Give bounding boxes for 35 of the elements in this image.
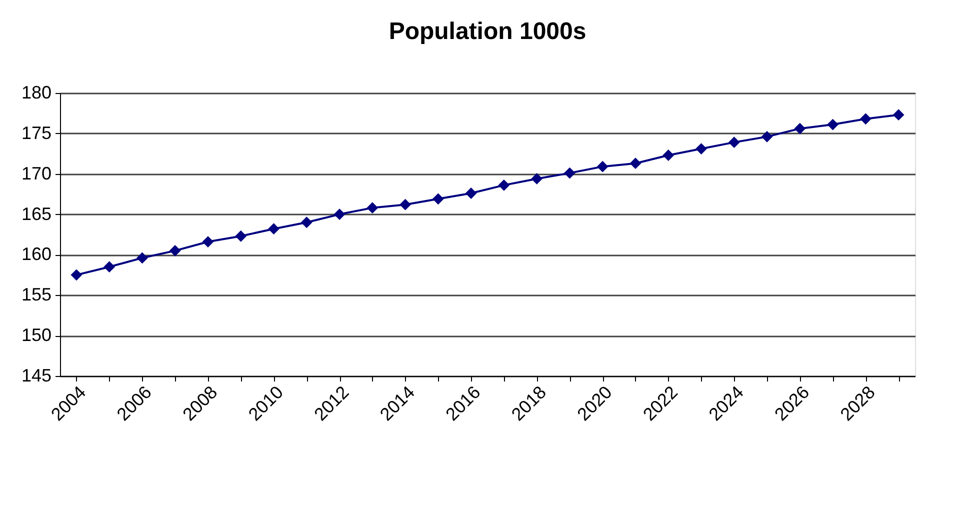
point: [892, 109, 904, 121]
point: [827, 118, 838, 130]
point: [696, 143, 707, 154]
point: [498, 179, 510, 191]
point: [202, 236, 214, 248]
point: [136, 252, 148, 264]
y-tick-label: 155: [21, 284, 52, 305]
y-tick-label: 165: [21, 204, 52, 224]
point: [596, 160, 608, 172]
point: [465, 188, 477, 199]
point: [794, 122, 806, 134]
point: [761, 130, 773, 142]
point: [630, 158, 642, 170]
point: [564, 167, 576, 179]
y-tick-label: 170: [21, 163, 52, 184]
y-tick-label: 160: [21, 244, 52, 264]
point: [104, 261, 116, 273]
y-tick-label: 180: [21, 82, 52, 102]
y-tick-label: 145: [21, 366, 52, 386]
y-tick-label: 150: [21, 325, 52, 346]
point: [300, 216, 312, 228]
point: [235, 230, 247, 242]
point: [334, 208, 346, 220]
point: [662, 150, 674, 161]
point: [400, 198, 411, 210]
point: [531, 173, 543, 184]
chart-title: Population 1000s: [388, 18, 586, 45]
point: [366, 202, 378, 214]
point: [432, 193, 444, 205]
point: [169, 244, 181, 256]
point: [268, 223, 280, 235]
point: [860, 113, 872, 125]
point: [70, 269, 82, 281]
point: [728, 136, 740, 148]
y-tick-label: 175: [21, 122, 52, 143]
